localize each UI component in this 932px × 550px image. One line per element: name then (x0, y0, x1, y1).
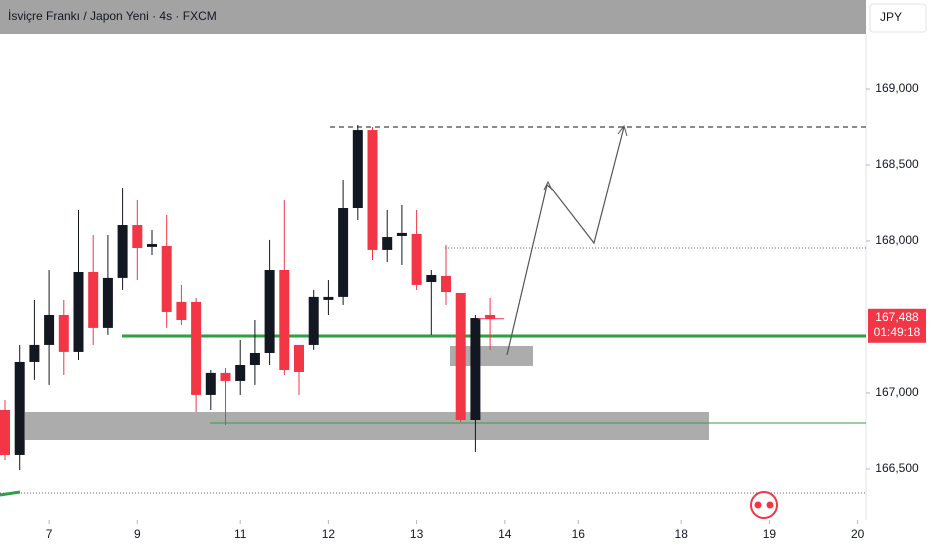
candle-body (352, 130, 363, 209)
candle-body (308, 296, 319, 345)
arrow-head (617, 124, 628, 137)
candle-body (294, 344, 305, 372)
candle-body (411, 233, 422, 285)
x-tick-label: 7 (46, 527, 53, 541)
x-tick-label: 14 (498, 527, 512, 541)
countdown: 01:49:18 (874, 325, 921, 339)
header-bar (0, 0, 866, 34)
zone (25, 412, 709, 440)
currency-box[interactable] (869, 3, 927, 33)
candle-body (426, 275, 437, 283)
candle-body (396, 232, 407, 236)
candle-body (117, 225, 128, 278)
y-tick-label: 166,500 (875, 461, 919, 475)
candle-body (220, 372, 231, 381)
candle-body (102, 277, 113, 328)
chart-title: İsviçre Frankı / Japon Yeni · 4s · FXCM (8, 9, 217, 23)
projection-arrow (506, 126, 625, 356)
candle-body (323, 296, 334, 300)
x-tick-label: 9 (134, 527, 141, 541)
candle-body (44, 314, 55, 345)
candle-body (470, 318, 481, 421)
x-tick-label: 12 (322, 527, 336, 541)
candle-body (176, 301, 187, 321)
candle-body (485, 314, 496, 319)
candle-body (382, 237, 393, 250)
x-tick-label: 13 (410, 527, 424, 541)
x-tick-label: 19 (763, 527, 777, 541)
x-tick-label: 18 (675, 527, 689, 541)
candle-body (88, 271, 99, 328)
candle-body (338, 208, 349, 297)
candle-body (14, 361, 25, 455)
candle-body (249, 352, 260, 365)
candle-body (58, 314, 69, 352)
candle-body (455, 292, 466, 421)
icon[interactable] (750, 491, 778, 519)
candle-body (29, 344, 40, 362)
candle-body (147, 244, 158, 247)
y-tick-label: 168,000 (875, 233, 919, 247)
y-tick-label: 167,000 (875, 385, 919, 399)
candle-body (264, 270, 275, 353)
last-price-label: 167,488 (875, 310, 919, 324)
candle-body (73, 271, 84, 352)
candle-body (132, 225, 143, 248)
arrow-head (543, 180, 553, 191)
x-tick-label: 20 (851, 527, 865, 541)
support-line (0, 490, 21, 497)
candle-body (161, 245, 172, 312)
y-tick-label: 169,000 (875, 81, 919, 95)
x-tick-label: 16 (572, 527, 586, 541)
candle-body (367, 130, 378, 250)
candle-body (191, 301, 202, 395)
y-tick-label: 168,500 (875, 157, 919, 171)
candle-body (279, 270, 290, 371)
x-tick-label: 11 (234, 527, 247, 541)
last-price-box (868, 308, 926, 343)
currency: JPY (880, 10, 902, 24)
candle-body (0, 409, 10, 455)
candle-body (205, 372, 216, 395)
candle-body (235, 364, 246, 381)
candle-body (441, 275, 452, 293)
